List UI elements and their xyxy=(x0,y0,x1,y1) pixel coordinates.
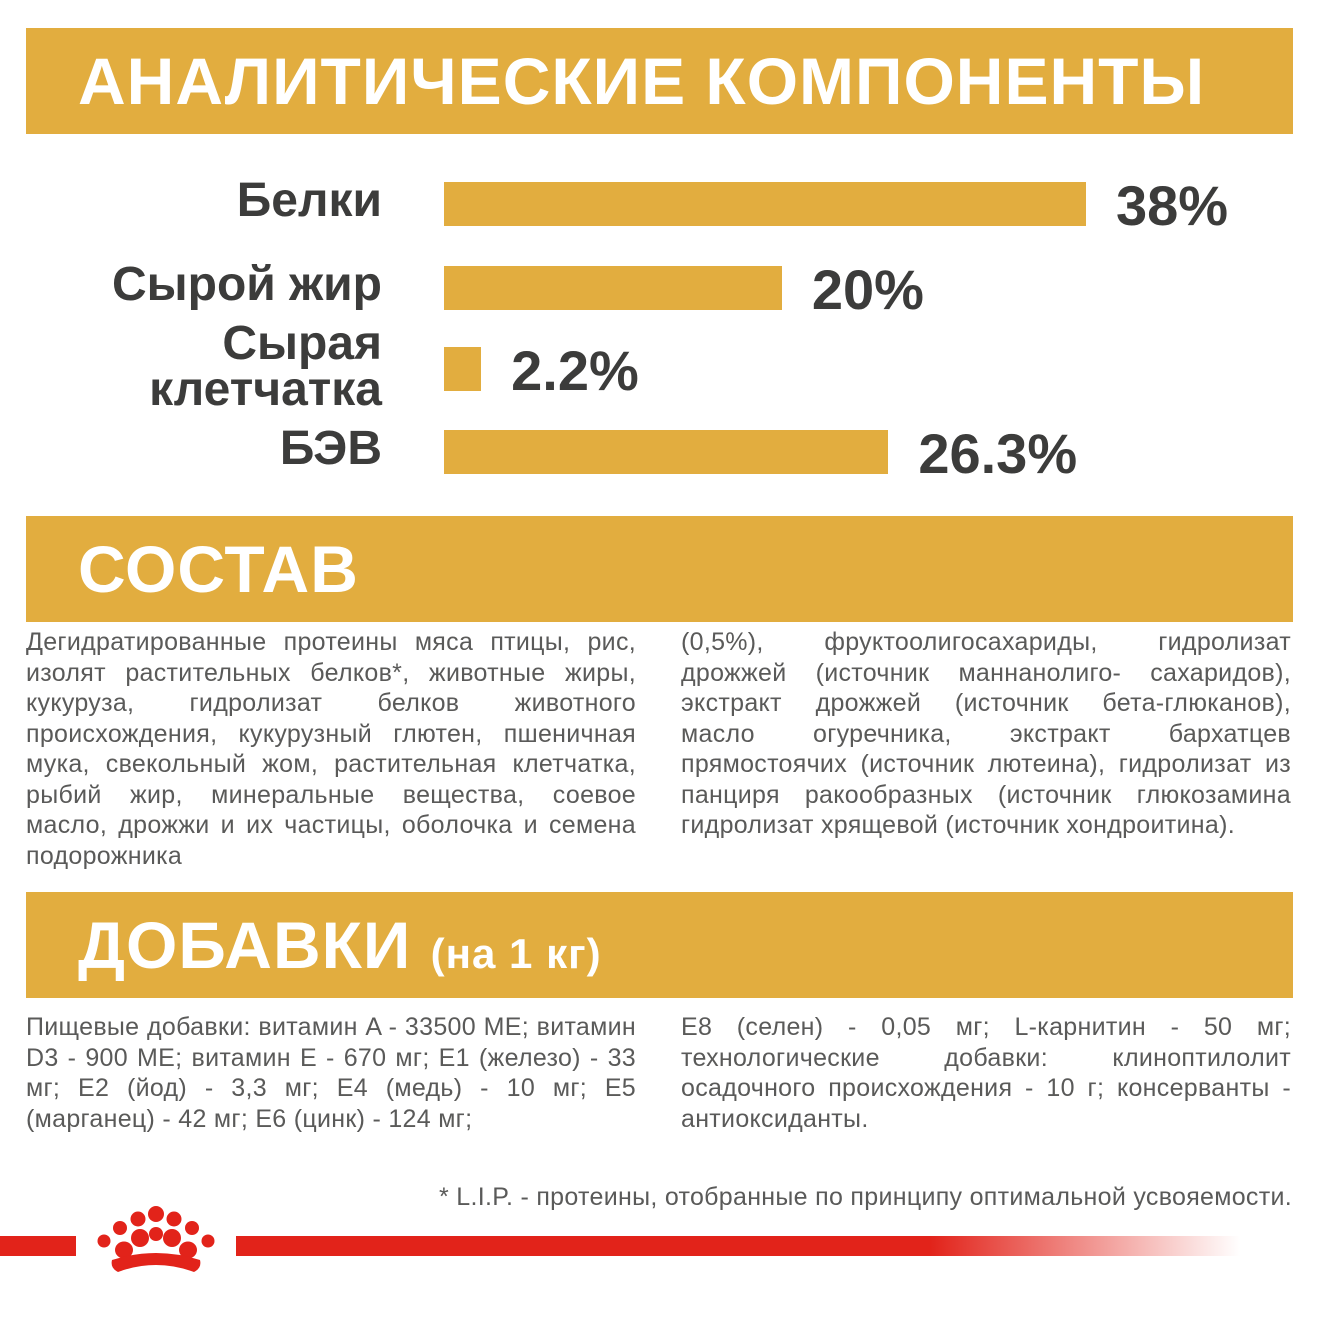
brand-red-line xyxy=(0,1236,1240,1256)
additives-title-sub: (на 1 кг) xyxy=(430,930,602,977)
composition-text-right: (0,5%), фруктоолигосахариды, гидролизат … xyxy=(681,628,1291,839)
footnote: * L.I.P. - протеины, отобранные по принц… xyxy=(439,1183,1292,1211)
composition-header-band: СОСТАВ xyxy=(26,516,1293,622)
analytics-title: АНАЛИТИЧЕСКИЕ КОМПОНЕНТЫ xyxy=(78,44,1206,118)
additives-title: ДОБАВКИ (на 1 кг) xyxy=(78,912,602,978)
bar xyxy=(444,182,1086,226)
value-label: 38% xyxy=(1116,174,1229,237)
additives-text-right: E8 (селен) - 0,05 мг; L-карнитин - 50 мг… xyxy=(681,1013,1291,1133)
analytics-header-band: АНАЛИТИЧЕСКИЕ КОМПОНЕНТЫ xyxy=(26,28,1293,134)
additives-text-left: Пищевые добавки: витамин A - 33500 МЕ; в… xyxy=(26,1013,636,1133)
value-label: 2.2% xyxy=(511,339,639,402)
bar xyxy=(444,266,782,310)
composition-text-left: Дегидратированные протеины мяса птицы, р… xyxy=(26,628,636,870)
category-label: Белки xyxy=(236,174,382,227)
crown-logo-icon xyxy=(76,1200,236,1290)
additives-header-band: ДОБАВКИ (на 1 кг) xyxy=(26,892,1293,998)
category-label: Сырой жир xyxy=(112,258,382,311)
bar xyxy=(444,430,889,474)
category-label: БЭВ xyxy=(279,422,382,475)
value-label: 26.3% xyxy=(918,422,1078,485)
category-label: Сырая клетчатка xyxy=(149,317,382,416)
value-label: 20% xyxy=(811,258,924,321)
bar xyxy=(444,347,482,391)
analytics-bar-chart: Белки 38% Сырой жир 20% Сырая клетчатка 2.2% Б… xyxy=(0,160,1320,500)
additives-title-main: ДОБАВКИ xyxy=(78,908,412,982)
composition-title: СОСТАВ xyxy=(78,532,359,606)
